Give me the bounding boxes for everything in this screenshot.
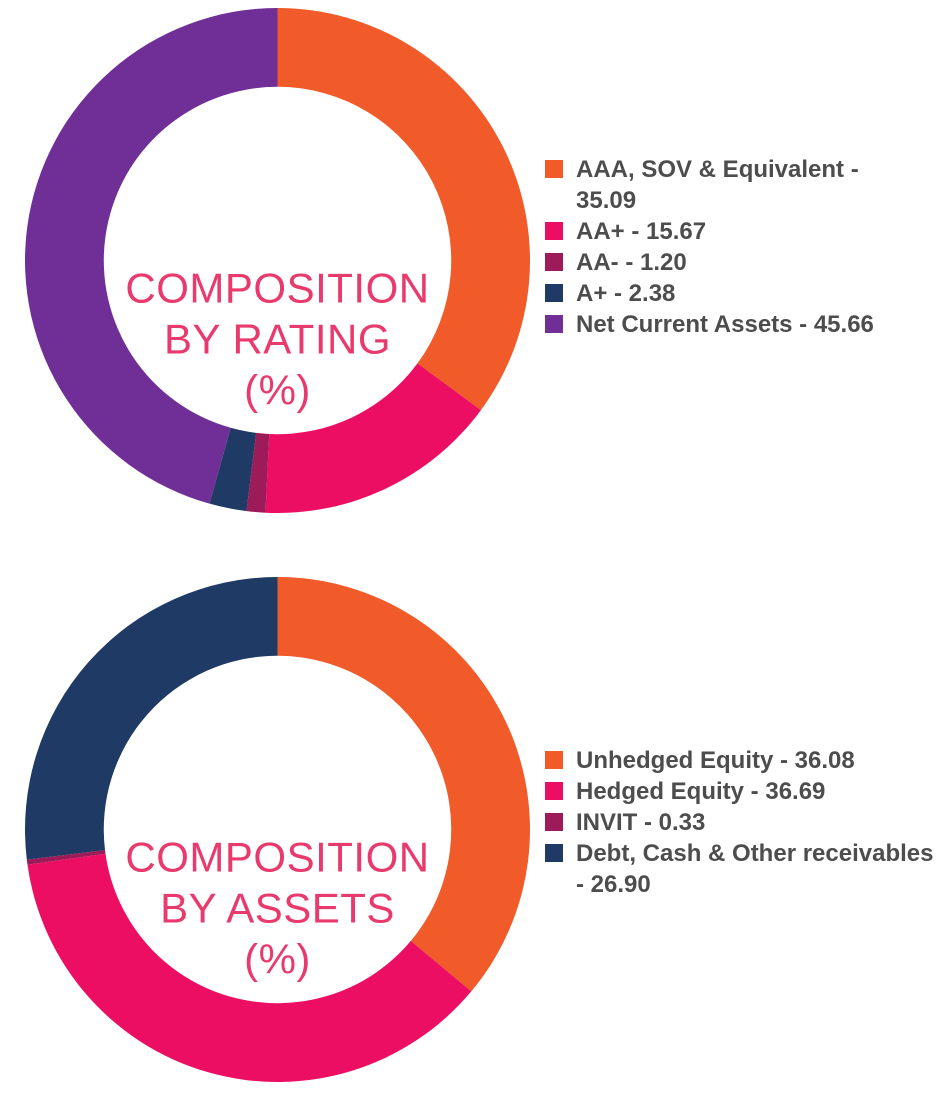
legend-label-line: Debt, Cash & Other receivables <box>576 840 934 867</box>
legend-label: Net Current Assets - 45.66 <box>576 309 942 340</box>
donut-slice-aa <box>265 363 481 513</box>
legend-label-line: AAA, SOV & Equivalent - <box>576 155 859 183</box>
legend-item: AA- - 1.20 <box>545 247 942 278</box>
legend-item: AAA, SOV & Equivalent - 35.09 <box>545 154 942 216</box>
legend-label-line: 35.09 <box>576 186 637 214</box>
legend-swatch <box>545 782 563 800</box>
donut-slice-aa <box>246 432 270 513</box>
legend-label-line: Unhedged Equity - 36.08 <box>576 747 855 774</box>
legend-swatch <box>545 813 563 831</box>
donut-slice-aaa-sov-equivalent <box>277 8 530 411</box>
legend-swatch <box>545 283 563 302</box>
legend-rating: AAA, SOV & Equivalent -35.09 AA+ - 15.67 A… <box>545 8 942 513</box>
legend-swatch <box>545 844 563 862</box>
legend-item: A+ - 2.38 <box>545 278 942 309</box>
legend-item: INVIT - 0.33 <box>545 807 942 838</box>
legend-label: INVIT - 0.33 <box>576 807 942 838</box>
legend-item: AA+ - 15.67 <box>545 216 942 247</box>
legend-label-line: AA- - 1.20 <box>576 248 687 276</box>
legend-item: Hedged Equity - 36.69 <box>545 776 942 807</box>
legend-label-line: A+ - 2.38 <box>576 279 676 307</box>
legend-swatch <box>545 314 563 333</box>
donut-chart-assets <box>25 577 530 1082</box>
legend-item: Debt, Cash & Other receivables - 26.90 <box>545 838 942 900</box>
legend-label: AAA, SOV & Equivalent - 35.09 <box>576 154 942 216</box>
donut-chart-rating <box>25 8 530 513</box>
legend-label: Unhedged Equity - 36.08 <box>576 745 942 776</box>
legend-label: A+ - 2.38 <box>576 278 942 309</box>
legend-swatch <box>545 751 563 769</box>
legend-item: Net Current Assets - 45.66 <box>545 309 942 340</box>
legend-items-rating: AAA, SOV & Equivalent -35.09 AA+ - 15.67 A… <box>545 154 942 340</box>
legend-assets: Unhedged Equity - 36.08 Hedged Equity - 3… <box>545 577 942 1082</box>
legend-item: Unhedged Equity - 36.08 <box>545 745 942 776</box>
legend-label-line: AA+ - 15.67 <box>576 217 707 245</box>
donut-assets-wrap: COMPOSITION BY ASSETS (%) <box>25 577 530 1082</box>
legend-label: Hedged Equity - 36.69 <box>576 776 942 807</box>
donut-slice-net-current-assets <box>25 8 278 504</box>
donut-slice-debt-cash-other-receivables <box>25 577 278 860</box>
chart-composition-by-assets: COMPOSITION BY ASSETS (%) Unhedged Equity … <box>0 577 942 1097</box>
chart-composition-by-rating: COMPOSITION BY RATING (%) AAA, SOV & Equiv… <box>0 8 942 528</box>
donut-slice-hedged-equity <box>27 853 472 1082</box>
legend-label-line: Hedged Equity - 36.69 <box>576 778 826 805</box>
donut-slice-unhedged-equity <box>277 577 530 992</box>
legend-items-assets: Unhedged Equity - 36.08 Hedged Equity - 3… <box>545 745 942 900</box>
legend-swatch <box>545 221 563 240</box>
legend-swatch <box>545 159 563 178</box>
legend-label-line: INVIT - 0.33 <box>576 809 706 836</box>
legend-label: Debt, Cash & Other receivables - 26.90 <box>576 838 942 900</box>
legend-swatch <box>545 252 563 271</box>
donut-rating-wrap: COMPOSITION BY RATING (%) <box>25 8 530 513</box>
legend-label: AA+ - 15.67 <box>576 216 942 247</box>
donut-slice-a <box>209 427 257 512</box>
legend-label-line: Net Current Assets - 45.66 <box>576 310 874 338</box>
legend-label: AA- - 1.20 <box>576 247 942 278</box>
donut-slice-invit <box>26 850 106 865</box>
legend-label-line: - 26.90 <box>576 871 651 898</box>
